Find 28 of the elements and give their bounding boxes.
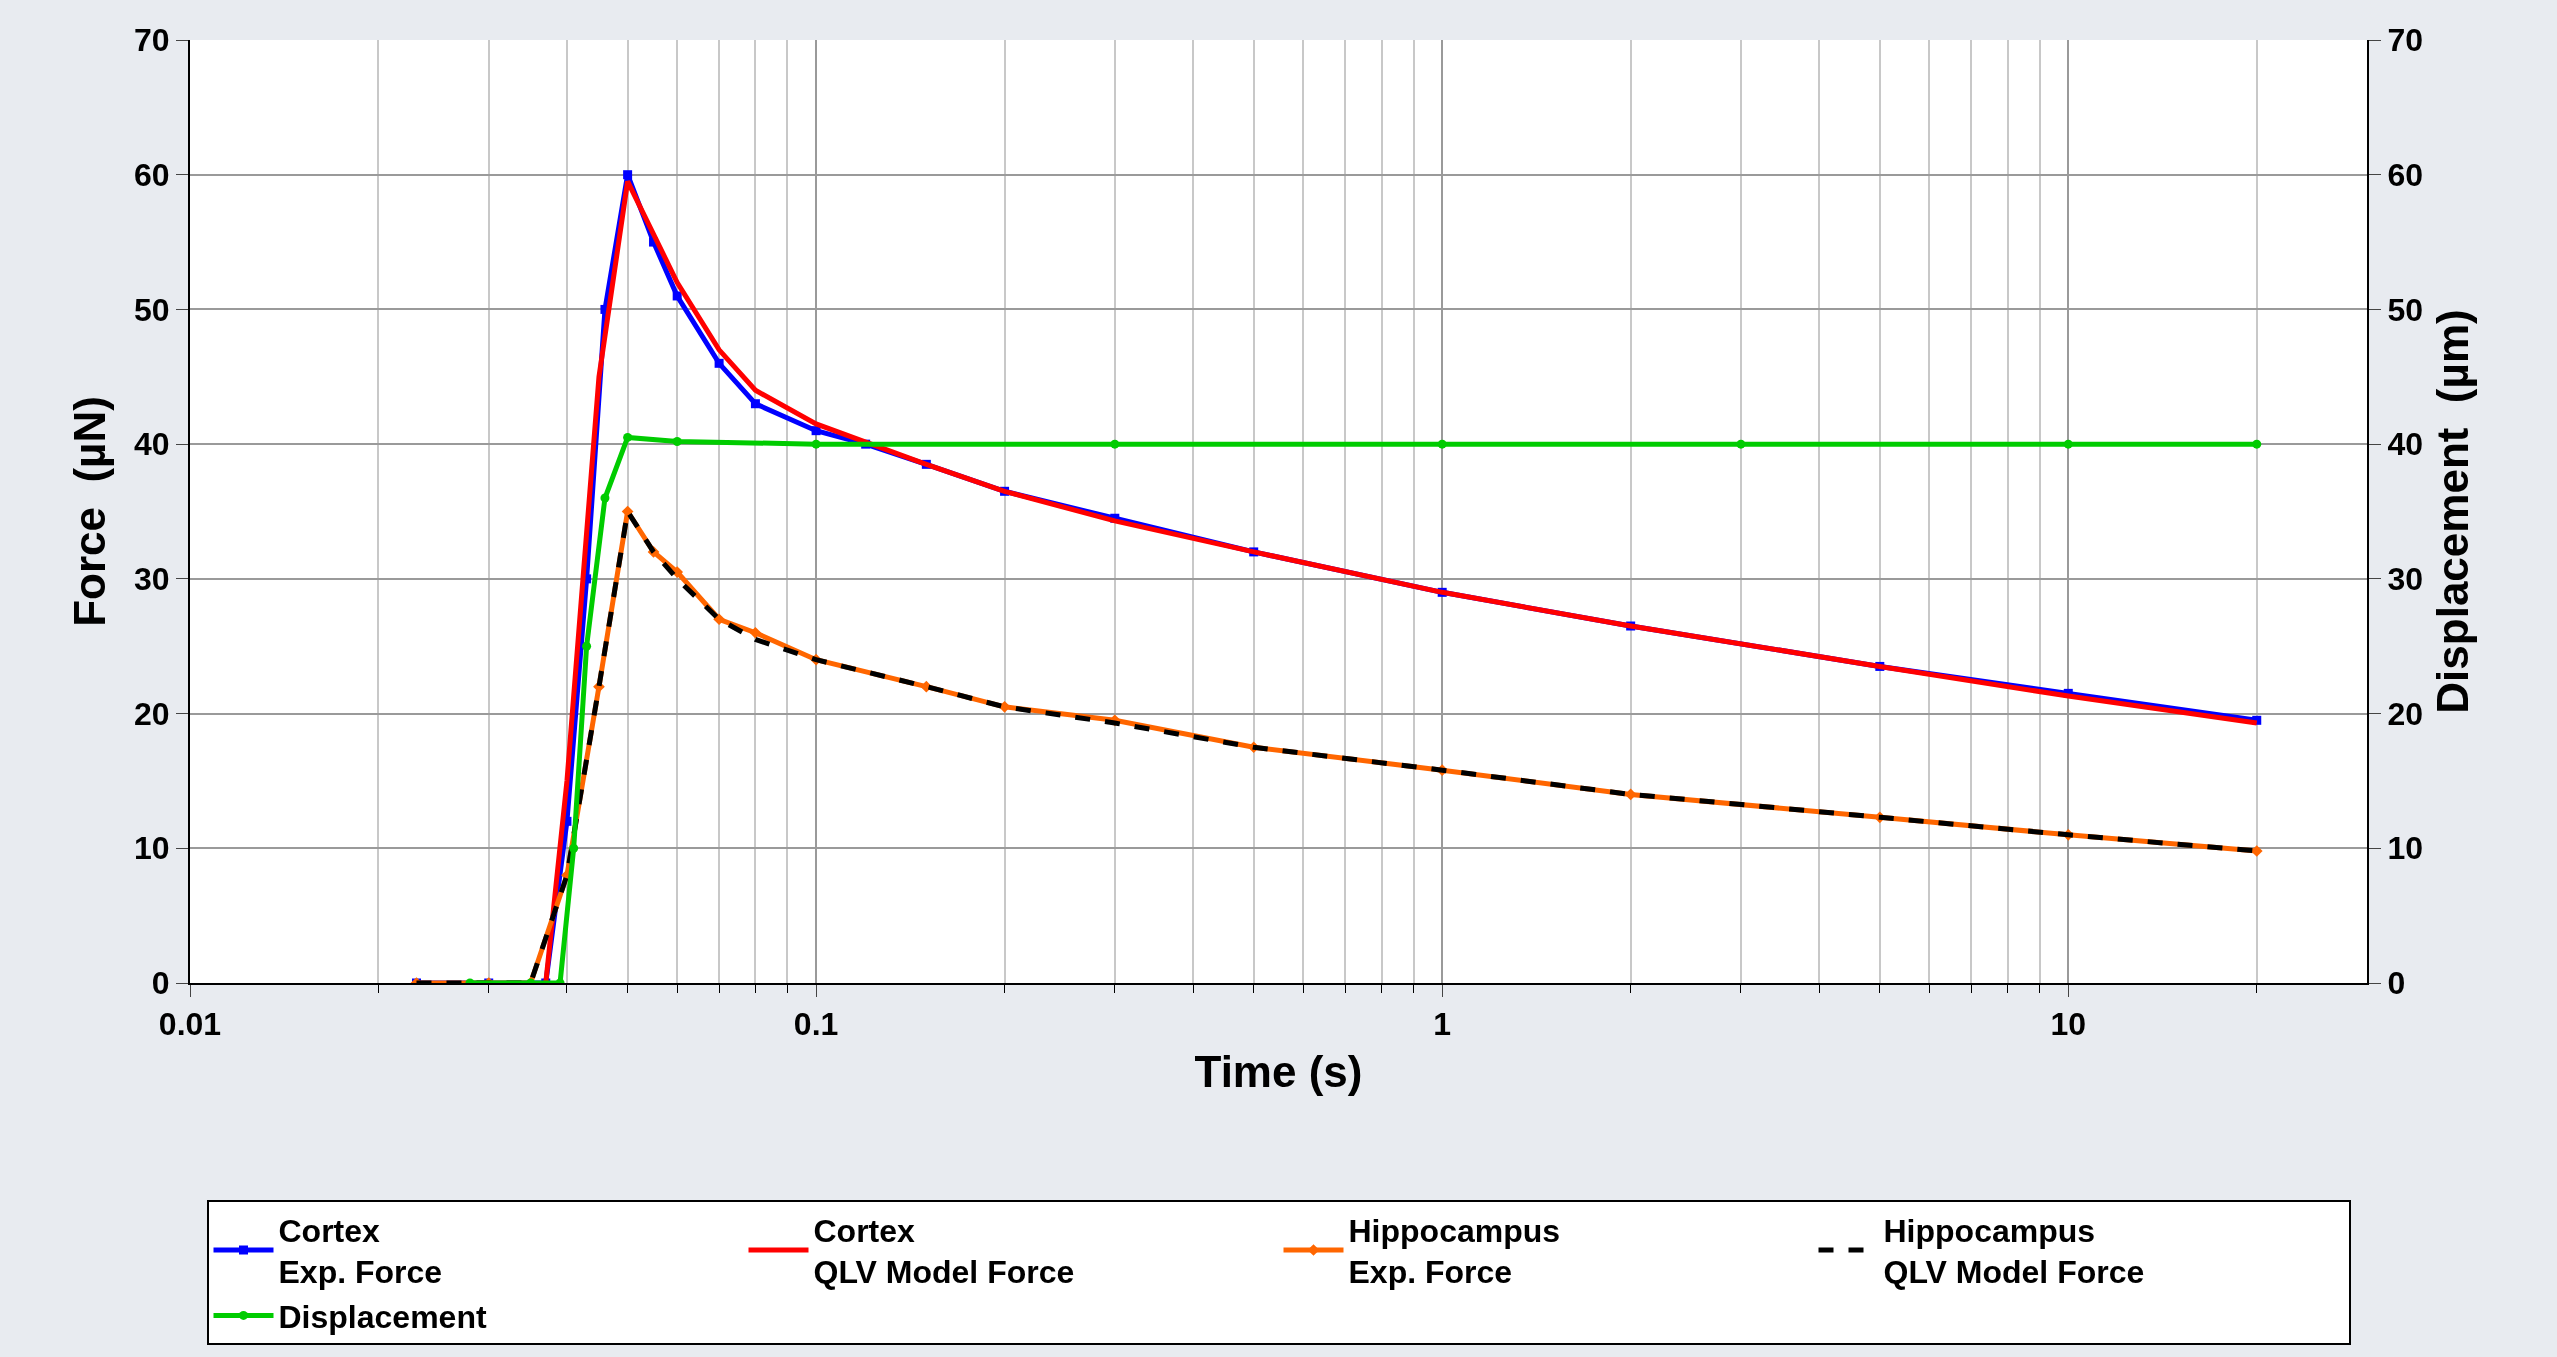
y2-tick-label: 0: [2387, 965, 2406, 1002]
y2-tick-label: 20: [2387, 695, 2423, 732]
y2-tick-label: 10: [2387, 830, 2423, 867]
y2-tick-label: 50: [2387, 291, 2423, 328]
x-axis-title: Time (s): [1194, 1047, 1363, 1097]
y2-axis-title: Displacement (µm): [2427, 309, 2477, 714]
y-tick-label: 70: [134, 22, 170, 59]
legend-label: Cortex Exp. Force: [278, 1212, 443, 1291]
y-tick-label: 20: [134, 695, 170, 732]
y-tick-label: 60: [134, 156, 170, 193]
y-tick-label: 50: [134, 291, 170, 328]
x-tick-label: 0.1: [793, 1006, 839, 1043]
legend-label: Displacement: [278, 1298, 487, 1335]
y2-tick-label: 30: [2387, 561, 2423, 598]
x-tick-label: 10: [2050, 1006, 2087, 1043]
y-tick-label: 0: [151, 965, 170, 1002]
y-tick-label: 40: [134, 426, 170, 463]
y2-tick-label: 40: [2387, 426, 2423, 463]
y-tick-label: 10: [134, 830, 170, 867]
legend-label: Hippocampus Exp. Force: [1348, 1212, 1561, 1291]
y-tick-label: 30: [134, 561, 170, 598]
y2-tick-label: 60: [2387, 156, 2423, 193]
x-tick-label: 1: [1433, 1006, 1452, 1043]
legend-label: Hippocampus QLV Model Force: [1883, 1212, 2145, 1291]
y-axis-title: Force (µN): [64, 396, 114, 627]
y2-tick-label: 70: [2387, 22, 2423, 59]
legend-label: Cortex QLV Model Force: [813, 1212, 1075, 1291]
x-tick-label: 0.01: [158, 1006, 222, 1043]
